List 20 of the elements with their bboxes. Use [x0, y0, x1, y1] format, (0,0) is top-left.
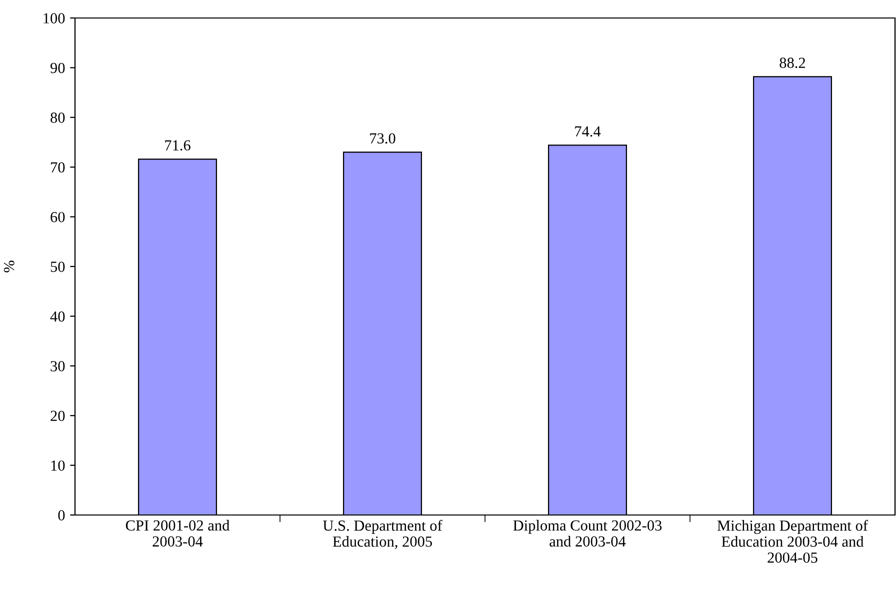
y-axis-title: %	[4, 260, 14, 272]
y-tick-label: 0	[58, 510, 65, 520]
y-tick-label: 50	[50, 262, 65, 272]
y-tick-label: 70	[51, 162, 65, 173]
y-tick-label: 30	[50, 361, 65, 372]
x-tick-label: Diploma Count 2002-03 and 2003-04	[513, 520, 662, 547]
y-tick-label: 20	[50, 410, 65, 422]
y-tick-label: 90	[50, 62, 65, 74]
y-tick-label: 10	[51, 460, 65, 471]
data-label: 73.0	[370, 133, 396, 144]
x-tick-label: U.S. Department of Education, 2005	[322, 520, 442, 549]
data-label: 74.4	[575, 126, 601, 137]
y-tick-label: 80	[50, 112, 65, 123]
x-tick-label: Michigan Department of Education 2003-04 and 2004-05	[717, 520, 868, 563]
y-tick-label: 60	[50, 212, 65, 222]
data-label: 71.6	[165, 140, 190, 151]
data-label: 88.2	[780, 58, 806, 68]
y-tick-label: 40	[50, 311, 65, 322]
y-tick-label: 100	[44, 13, 65, 24]
x-tick-label: CPI 2001-02 and 2003-04	[126, 520, 230, 547]
